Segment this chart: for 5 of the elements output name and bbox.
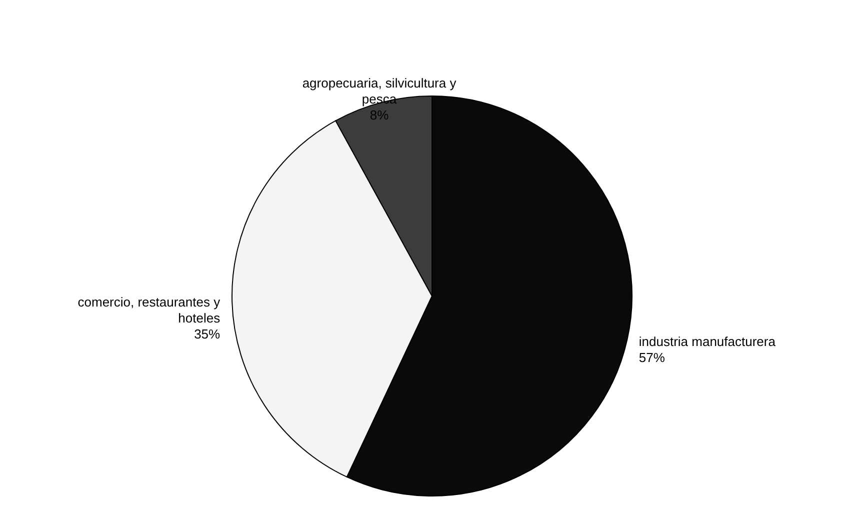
data-label: 57%	[638, 350, 666, 366]
slice-label: comercio, restaurantes y hoteles	[78, 294, 221, 326]
slice-label: industria manufacturera	[638, 334, 776, 350]
data-label: 8%	[370, 108, 390, 123]
data-label: 35%	[194, 326, 221, 342]
